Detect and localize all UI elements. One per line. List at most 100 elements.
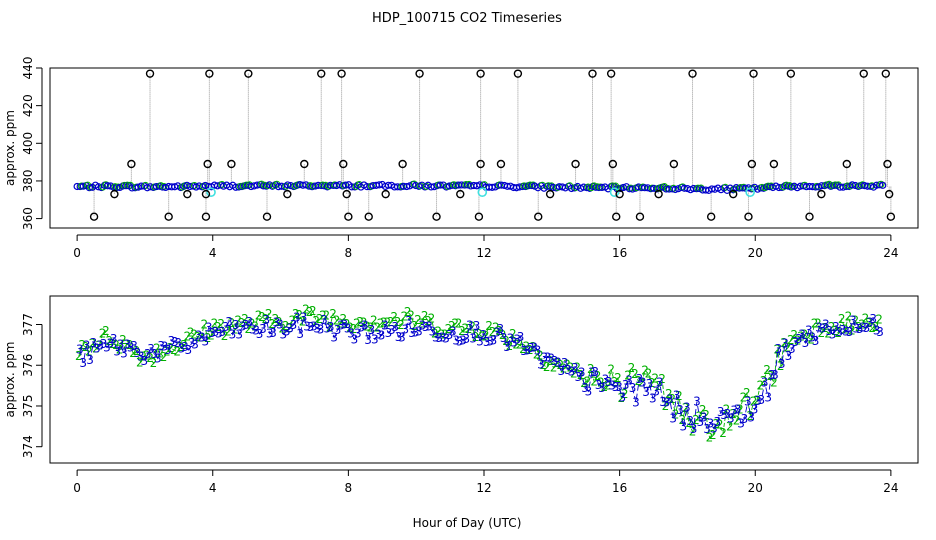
series-marker-3: 3 [852, 322, 860, 336]
series-marker-2: 2 [360, 316, 368, 330]
series-marker-3: 3 [201, 335, 209, 349]
series-marker-3: 3 [649, 391, 657, 405]
series-marker-3: 3 [140, 354, 148, 368]
series-marker-3: 3 [93, 342, 101, 356]
series-marker-2: 2 [489, 325, 497, 339]
series-marker-2: 2 [336, 317, 344, 331]
series-marker-2: 2 [757, 378, 765, 392]
top-x-tick-label: 16 [612, 246, 627, 260]
series-marker-3: 3 [269, 326, 277, 340]
series-marker-2: 2 [560, 362, 568, 376]
series-marker-3: 3 [527, 341, 535, 355]
series-marker-2: 2 [862, 312, 870, 326]
series-marker-3: 3 [266, 327, 274, 341]
series-marker-3: 3 [107, 336, 115, 350]
series-marker-3: 3 [507, 332, 515, 346]
series-marker-3: 3 [408, 326, 416, 340]
outlier-point [183, 189, 192, 199]
series-marker-2: 2 [855, 320, 863, 334]
series-marker-2: 2 [794, 334, 802, 348]
outlier-point [110, 189, 119, 199]
series-marker-3: 3 [283, 325, 291, 339]
series-marker-2: 2 [309, 304, 317, 318]
series-marker-2: 2 [563, 358, 571, 372]
series-marker-3: 3 [795, 332, 803, 346]
series-marker-2: 2 [289, 314, 297, 328]
series-marker-2: 2 [777, 359, 785, 373]
series-marker-3: 3 [744, 394, 752, 408]
series-marker-2: 2 [445, 322, 453, 336]
top-x-tick-label: 24 [883, 246, 898, 260]
series-marker-2: 2 [197, 331, 205, 345]
series-marker-2: 2 [329, 307, 337, 321]
series-marker-3: 3 [822, 318, 830, 332]
bottom-plot-frame [49, 295, 919, 464]
series-marker-2: 2 [184, 330, 192, 344]
series-marker-3: 3 [544, 350, 552, 364]
series-marker-2: 2 [82, 340, 90, 354]
series-marker-2: 2 [475, 327, 483, 341]
outlier-point [342, 189, 351, 199]
series-marker-3: 3 [598, 381, 606, 395]
outlier-point [545, 189, 555, 199]
baseline-point [879, 181, 887, 189]
series-marker-3: 3 [320, 313, 328, 327]
top-plot-frame [49, 67, 919, 229]
series-marker-3: 3 [608, 379, 616, 393]
series-marker-3: 3 [825, 324, 833, 338]
series-marker-2: 2 [136, 356, 144, 370]
series-marker-2: 2 [200, 318, 208, 332]
series-marker-2: 2 [733, 414, 741, 428]
series-marker-3: 3 [123, 338, 131, 352]
series-marker-2: 2 [577, 368, 585, 382]
outlier-point [364, 212, 373, 221]
series-marker-3: 3 [805, 323, 813, 337]
series-marker-2: 2 [221, 329, 229, 343]
outlier-point [883, 159, 892, 169]
bottom-y-tick-label: 377 [21, 313, 35, 336]
series-marker-2: 2 [302, 303, 310, 317]
series-marker-2: 2 [417, 316, 425, 330]
series-marker-2: 2 [102, 324, 110, 338]
baseline-point [476, 181, 484, 189]
series-marker-3: 3 [429, 324, 437, 338]
series-marker-2: 2 [85, 345, 93, 359]
series-marker-3: 3 [859, 321, 867, 335]
series-marker-3: 3 [242, 318, 250, 332]
series-marker-2: 2 [824, 326, 832, 340]
series-marker-2: 2 [173, 345, 181, 359]
series-marker-3: 3 [632, 395, 640, 409]
baseline-point [609, 187, 620, 198]
series-marker-3: 3 [591, 365, 599, 379]
series-marker-2: 2 [380, 315, 388, 329]
series-marker-3: 3 [402, 322, 410, 336]
bottom-y-tick-label: 375 [21, 395, 35, 418]
series-marker-2: 2 [736, 402, 744, 416]
outlier-point [534, 212, 543, 221]
series-marker-2: 2 [614, 371, 622, 385]
series-marker-3: 3 [605, 375, 613, 389]
series-marker-2: 2 [729, 407, 737, 421]
series-marker-3: 3 [446, 328, 454, 342]
series-marker-3: 3 [103, 341, 111, 355]
series-marker-2: 2 [265, 307, 273, 321]
series-marker-2: 2 [658, 372, 666, 386]
series-marker-3: 3 [724, 407, 732, 421]
series-marker-3: 3 [588, 366, 596, 380]
series-marker-3: 3 [76, 342, 84, 356]
outlier-point [606, 69, 616, 78]
series-marker-3: 3 [602, 372, 610, 386]
series-marker-2: 2 [204, 331, 212, 345]
outlier-point [262, 212, 272, 221]
series-marker-2: 2 [868, 321, 876, 335]
series-marker-2: 2 [773, 343, 781, 357]
series-marker-3: 3 [561, 356, 569, 370]
series-marker-3: 3 [469, 331, 477, 345]
series-marker-2: 2 [109, 337, 117, 351]
series-marker-2: 2 [648, 376, 656, 390]
series-marker-3: 3 [368, 323, 376, 337]
series-marker-3: 3 [798, 328, 806, 342]
series-marker-2: 2 [607, 362, 615, 376]
baseline-point [745, 187, 755, 198]
series-marker-3: 3 [619, 390, 627, 404]
